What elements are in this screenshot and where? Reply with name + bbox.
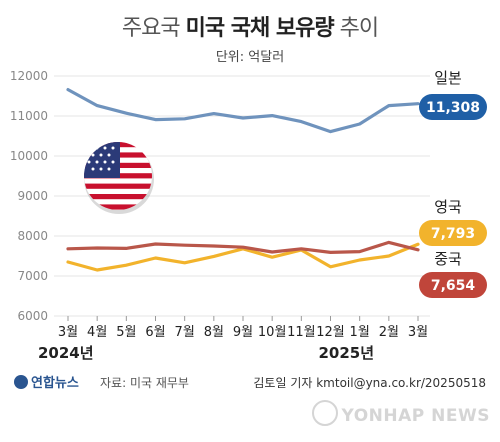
credit-line: 김토일 기자 kmtoil@yna.co.kr/20250518: [253, 376, 486, 390]
x-tick-label: 8월: [204, 325, 224, 340]
year-label: 2024년: [38, 344, 94, 362]
us-flag-icon: [84, 142, 154, 214]
series-layer: [66, 87, 420, 272]
x-tick-label: 3월: [58, 325, 78, 340]
label-layer: 일본 11,308 영국 7,793 중국 7,654: [419, 69, 487, 298]
x-tick-label: 10월: [258, 325, 287, 340]
y-tick-label: 7000: [17, 269, 48, 283]
series-name: 영국: [434, 198, 462, 216]
axis-layer: 6000 7000 8000 9000 10000 11000 12000 3월 4월 5월 6월 7…: [10, 69, 428, 362]
series-line: [66, 240, 420, 254]
series-name: 중국: [434, 250, 462, 268]
series-name: 일본: [434, 69, 462, 87]
x-tick-label: 6월: [145, 325, 165, 340]
x-tick-label: 3월: [408, 325, 428, 340]
badge-value: 11,308: [426, 100, 480, 116]
y-tick-label: 11000: [10, 109, 48, 123]
source-note: 자료: 미국 재무부: [100, 376, 189, 390]
badge-value: 7,654: [431, 278, 476, 294]
series-line: [66, 87, 420, 134]
value-badge: [419, 94, 487, 120]
title-suffix: 추이: [339, 16, 379, 41]
y-tick-label: 10000: [10, 149, 48, 163]
x-tick-label: 11월: [287, 325, 316, 340]
x-tick-label: 4월: [87, 325, 107, 340]
watermark: YONHAP NEWS: [311, 400, 490, 426]
y-tick-label: 8000: [17, 229, 48, 243]
value-badge: [419, 272, 487, 298]
title-prefix: 주요국: [121, 16, 181, 41]
logo-mark-icon: [14, 375, 28, 389]
x-tick-label: 9월: [233, 325, 253, 340]
watermark-text: YONHAP NEWS: [341, 406, 490, 426]
year-label: 2025년: [319, 344, 375, 362]
title-bold: 미국 국채 보유량: [185, 16, 335, 41]
y-tick-label: 9000: [17, 189, 48, 203]
x-tick-label: 2월: [379, 325, 399, 340]
x-tick-label: 7월: [175, 325, 195, 340]
x-tick-label: 5월: [116, 325, 136, 340]
x-tick-label: 12월: [316, 325, 345, 340]
line-chart: 6000 7000 8000 9000 10000 11000 12000 3월 4월 5월 6월 7…: [10, 69, 487, 362]
y-tick-label: 6000: [17, 309, 48, 323]
unit-label: 단위: 억달러: [215, 50, 285, 65]
watermark-circle-icon: [311, 400, 338, 426]
logo-text: 연합뉴스: [31, 376, 79, 391]
badge-value: 7,793: [431, 226, 475, 242]
x-tick-label: 1월: [350, 325, 370, 340]
value-badge: [419, 220, 487, 246]
chart-title: 주요국 미국 국채 보유량 추이: [0, 10, 500, 42]
yonhap-logo: 연합뉴스: [14, 372, 79, 391]
y-tick-label: 12000: [10, 69, 48, 83]
